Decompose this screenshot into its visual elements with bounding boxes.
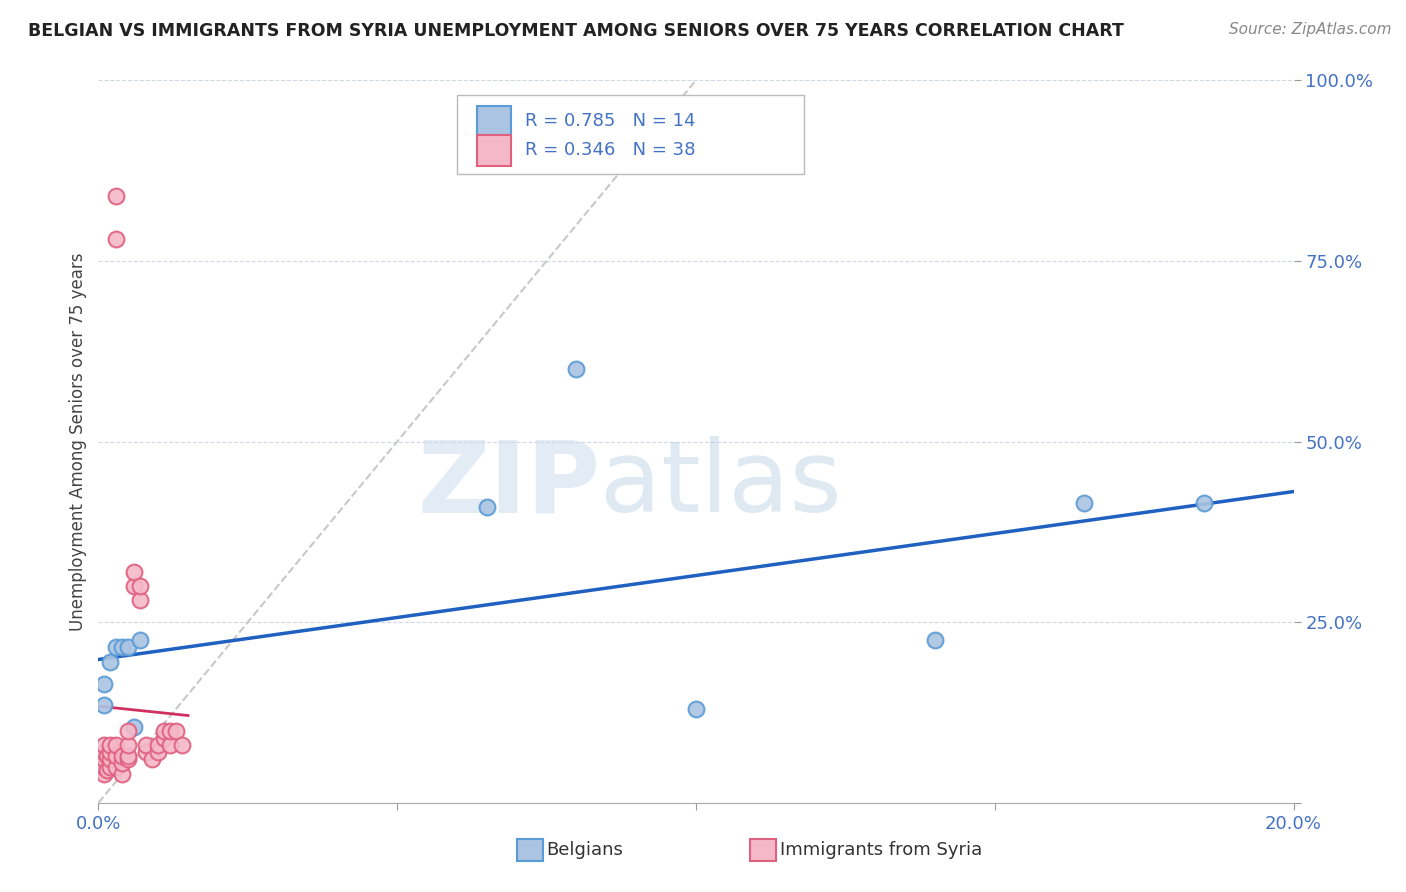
Text: R = 0.346   N = 38: R = 0.346 N = 38 (524, 141, 696, 160)
Text: atlas: atlas (600, 436, 842, 533)
Point (475, 500, 498, 514)
Text: Immigrants from Syria: Immigrants from Syria (779, 841, 981, 859)
Point (96, 748, 118, 763)
Point (111, 748, 134, 763)
Point (93, 738, 115, 752)
Text: Source: ZipAtlas.com: Source: ZipAtlas.com (1229, 22, 1392, 37)
Point (105, 748, 128, 763)
Point (98, 738, 122, 752)
Point (98, 760, 122, 774)
Point (153, 723, 176, 738)
Point (93, 698, 115, 713)
Point (1073, 496, 1095, 510)
Point (93, 752, 115, 766)
Point (565, 362, 588, 376)
Point (159, 738, 181, 752)
Point (96, 764, 118, 778)
Point (153, 731, 176, 745)
Point (117, 640, 139, 655)
Point (124, 565, 146, 579)
FancyBboxPatch shape (457, 95, 804, 174)
FancyBboxPatch shape (477, 136, 510, 166)
Point (111, 640, 134, 655)
Point (148, 745, 170, 759)
Point (90, 752, 112, 766)
Y-axis label: Unemployment Among Seniors over 75 years: Unemployment Among Seniors over 75 years (69, 252, 87, 631)
Point (924, 633, 946, 648)
Text: Belgians: Belgians (547, 841, 623, 859)
Point (98, 745, 122, 759)
Point (165, 723, 187, 738)
Point (172, 738, 194, 752)
Point (141, 752, 163, 766)
Point (105, 738, 128, 752)
Text: BELGIAN VS IMMIGRANTS FROM SYRIA UNEMPLOYMENT AMONG SENIORS OVER 75 YEARS CORREL: BELGIAN VS IMMIGRANTS FROM SYRIA UNEMPLO… (28, 22, 1123, 40)
Point (93, 745, 115, 759)
Point (129, 593, 152, 607)
Point (111, 767, 134, 781)
Point (129, 633, 152, 648)
Point (135, 745, 157, 759)
Point (93, 676, 115, 690)
Point (685, 702, 707, 716)
Point (117, 738, 139, 752)
FancyBboxPatch shape (517, 838, 543, 861)
Point (117, 748, 139, 763)
Point (105, 760, 128, 774)
Point (1192, 496, 1215, 510)
Point (135, 738, 157, 752)
Point (117, 752, 139, 766)
FancyBboxPatch shape (477, 106, 510, 136)
Point (98, 752, 122, 766)
Point (111, 756, 134, 770)
Text: ZIP: ZIP (418, 436, 600, 533)
Text: R = 0.785   N = 14: R = 0.785 N = 14 (524, 112, 696, 130)
FancyBboxPatch shape (749, 838, 776, 861)
Point (93, 767, 115, 781)
Point (117, 723, 139, 738)
Point (159, 723, 181, 738)
Point (124, 579, 146, 593)
Point (105, 232, 128, 246)
Point (124, 720, 146, 734)
Point (93, 760, 115, 774)
Point (105, 640, 128, 655)
Point (105, 189, 128, 203)
Point (148, 738, 170, 752)
Point (98, 655, 122, 669)
Point (129, 579, 152, 593)
Point (89, 760, 111, 774)
